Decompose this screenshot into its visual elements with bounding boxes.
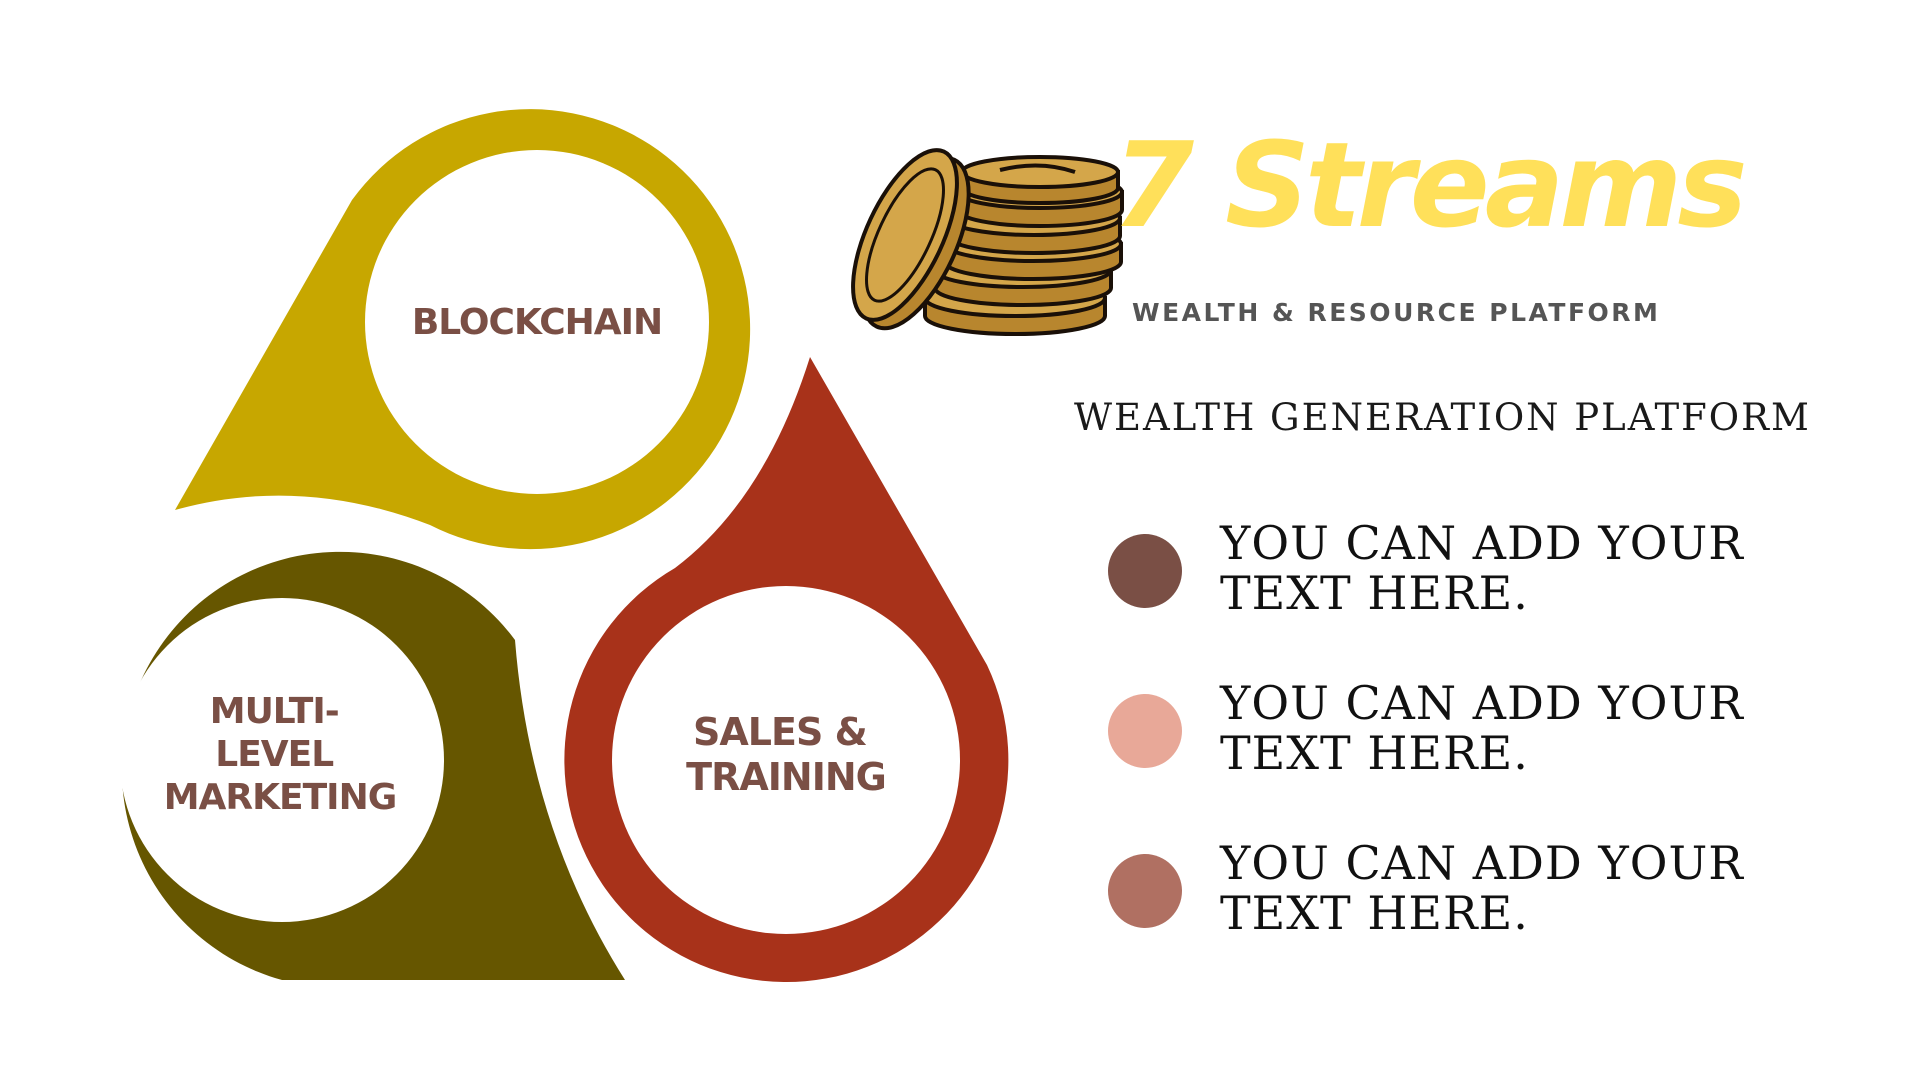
petal-mlm-label-line: MULTI- (210, 691, 339, 732)
petal-sales-label-line: TRAINING (686, 755, 886, 799)
petal-mlm-label: MULTI- LEVEL MARKETING (164, 691, 397, 818)
bullet-dot (1108, 854, 1182, 928)
petal-blockchain-label: BLOCKCHAIN (412, 302, 662, 343)
coin-stack-icon (851, 148, 1124, 336)
bullet-text: YOU CAN ADD YOUR TEXT HERE. (1220, 516, 1744, 620)
brand-subtitle: WEALTH & RESOURCE PLATFORM (1132, 298, 1661, 327)
petal-mlm-label-line: LEVEL (215, 734, 333, 775)
petal-sales-label: SALES & TRAINING (686, 710, 886, 799)
petal-blockchain-inner (365, 150, 709, 494)
brand-title: 7 Streams (1112, 116, 1748, 254)
bullet-text: YOU CAN ADD YOUR TEXT HERE. (1220, 676, 1744, 780)
bullet-dot (1108, 534, 1182, 608)
petal-sales-inner (612, 586, 960, 934)
bullet-text: YOU CAN ADD YOUR TEXT HERE. (1220, 836, 1744, 940)
bullet-dot (1108, 694, 1182, 768)
petal-mlm-inner (120, 598, 444, 922)
petal-mlm-label-line: MARKETING (164, 777, 397, 818)
petal-sales-label-line: SALES & (693, 710, 867, 754)
section-heading: WEALTH GENERATION PLATFORM (1074, 396, 1811, 439)
petal-blockchain-label-line: BLOCKCHAIN (412, 302, 662, 343)
